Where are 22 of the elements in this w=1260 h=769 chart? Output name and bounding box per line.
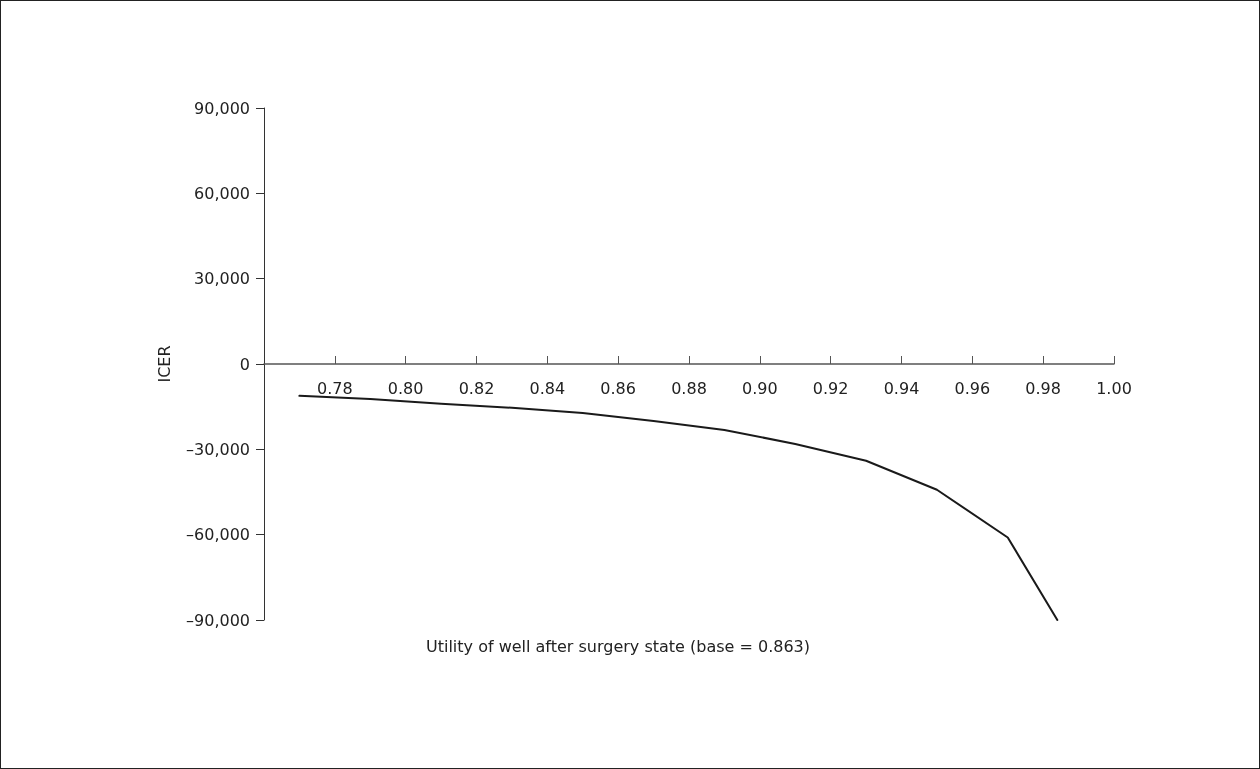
x-tick-label: 0.98: [1025, 378, 1061, 398]
x-tick-label: 0.96: [954, 378, 991, 398]
x-tick-label: 0.86: [600, 378, 636, 398]
y-tick-label: –30,000: [186, 439, 250, 459]
x-tick-label: 0.84: [529, 378, 566, 398]
x-tick-label: 0.80: [387, 378, 424, 398]
x-tick-label: 1.00: [1096, 378, 1132, 398]
x-tick-label: 0.78: [317, 378, 353, 398]
y-tick-label: –90,000: [186, 610, 250, 630]
y-tick-label: 30,000: [194, 269, 250, 289]
x-tick-label: 0.88: [671, 378, 707, 398]
x-axis-title: Utility of well after surgery state (base = 0.863): [425, 636, 811, 656]
y-tick-label: –60,000: [186, 525, 250, 545]
y-axis-title: ICER: [154, 345, 174, 383]
y-tick-label: 60,000: [194, 183, 250, 203]
x-tick-label: 0.92: [812, 378, 849, 398]
x-tick-label: 0.90: [742, 378, 778, 398]
y-tick-label: 90,000: [194, 98, 250, 118]
x-tick-label: 0.94: [883, 378, 920, 398]
y-tick-label: 0: [239, 354, 250, 374]
line-series: [298, 394, 1059, 621]
x-tick-label: 0.82: [458, 378, 495, 398]
